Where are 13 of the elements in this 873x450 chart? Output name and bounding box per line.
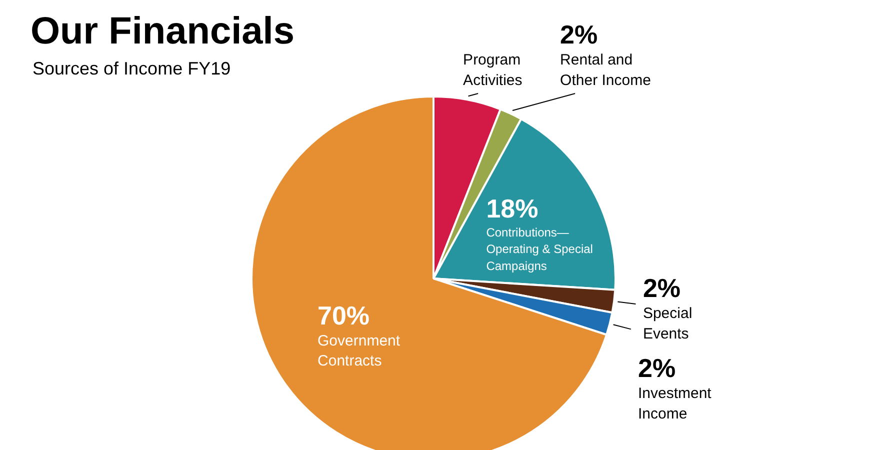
slice-label: Contributions— Operating & Special Campaigns: [486, 225, 593, 273]
data-label: 18%: [486, 193, 538, 224]
slice-label: Investment Income: [638, 384, 712, 422]
slice-label: Special Events: [642, 304, 692, 342]
slice-label: Program Activities: [463, 52, 522, 89]
data-label: 2%: [560, 20, 598, 50]
text: Sources of Income FY19: [32, 58, 231, 78]
slice-label: Rental and Other Income: [560, 52, 651, 89]
slice-label: Government Contracts: [318, 332, 401, 370]
data-label: 2%: [642, 272, 681, 303]
chart-title: Our Financials: [30, 10, 294, 52]
data-label: 2%: [638, 352, 676, 383]
data-label: 70%: [318, 300, 370, 330]
